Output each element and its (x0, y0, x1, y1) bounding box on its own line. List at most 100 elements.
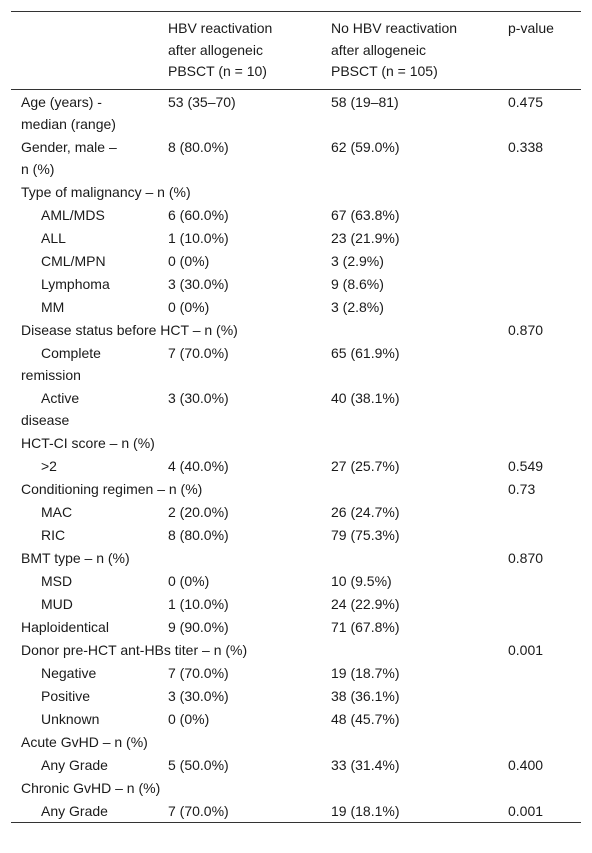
row-label: MAC (41, 503, 73, 520)
cell: 26 (24.7%) (331, 503, 400, 520)
cell: 1 (10.0%) (168, 229, 229, 246)
cell: 9 (90.0%) (168, 618, 229, 635)
table-row: MUD 1 (10.0%) 24 (22.9%) (11, 592, 581, 615)
row-label: Complete remission (21, 344, 101, 383)
table-row: Lymphoma 3 (30.0%) 9 (8.6%) (11, 272, 581, 295)
cell: 58 (19–81) (331, 93, 399, 110)
cell: 3 (30.0%) (168, 389, 229, 406)
cell: 65 (61.9%) (331, 344, 400, 361)
p-value: 0.73 (508, 480, 536, 497)
table-row: Conditioning regimen – n (%) 0.73 (11, 477, 581, 500)
cell (508, 592, 581, 615)
cell: 71 (67.8%) (331, 618, 400, 635)
row-label: Chronic GvHD – n (%) (21, 779, 161, 796)
cell (508, 226, 581, 249)
cell: 40 (38.1%) (331, 389, 400, 406)
table-row: CML/MPN 0 (0%) 3 (2.9%) (11, 249, 581, 272)
row-label: Positive (41, 687, 91, 704)
p-value: 0.549 (508, 457, 544, 474)
p-value: 0.475 (508, 93, 544, 110)
cell (508, 386, 581, 431)
row-label: HCT-CI score – n (%) (21, 434, 155, 451)
cell (508, 523, 581, 546)
row-label: >2 (41, 457, 57, 474)
p-value: 0.001 (508, 802, 544, 819)
cell: 7 (70.0%) (168, 664, 229, 681)
row-label: RIC (41, 526, 66, 543)
cell: 24 (22.9%) (331, 595, 400, 612)
row-label: Age (years) - median (range) (21, 93, 116, 132)
cell: 23 (21.9%) (331, 229, 400, 246)
cell (508, 661, 581, 684)
table-row: Unknown 0 (0%) 48 (45.7%) (11, 707, 581, 730)
row-label: ALL (41, 229, 66, 246)
row-label: Acute GvHD – n (%) (21, 733, 148, 750)
table-row: Positive 3 (30.0%) 38 (36.1%) (11, 684, 581, 707)
table-row: Donor pre-HCT ant-HBs titer – n (%) 0.001 (11, 638, 581, 661)
p-value: 0.870 (508, 321, 544, 338)
table-row: Active disease 3 (30.0%) 40 (38.1%) (11, 386, 581, 431)
cell (508, 569, 581, 592)
p-value: 0.400 (508, 756, 544, 773)
row-label: Any Grade (41, 802, 108, 819)
cell: 10 (9.5%) (331, 572, 392, 589)
p-value: 0.001 (508, 641, 544, 658)
row-label: Donor pre-HCT ant-HBs titer – n (%) (21, 641, 248, 658)
table-header: HBV reactivation after allogeneic PBSCT … (11, 11, 581, 90)
table-row: Any Grade 7 (70.0%) 19 (18.1%) 0.001 (11, 799, 581, 823)
row-label: Type of malignancy – n (%) (21, 183, 191, 200)
table-row: Gender, male – n (%) 8 (80.0%) 62 (59.0%) 0… (11, 135, 581, 180)
cell: 67 (63.8%) (331, 206, 400, 223)
cell: 5 (50.0%) (168, 756, 229, 773)
row-label: Negative (41, 664, 97, 681)
table-row: RIC 8 (80.0%) 79 (75.3%) (11, 523, 581, 546)
cell: 7 (70.0%) (168, 802, 229, 819)
cell: 62 (59.0%) (331, 138, 400, 155)
table-row: HCT-CI score – n (%) (11, 431, 581, 454)
cell: 48 (45.7%) (331, 710, 400, 727)
cell: 4 (40.0%) (168, 457, 229, 474)
cell: 19 (18.7%) (331, 664, 400, 681)
cell: 8 (80.0%) (168, 138, 229, 155)
table-row: Type of malignancy – n (%) (11, 180, 581, 203)
cell (508, 203, 581, 226)
table-row: >2 4 (40.0%) 27 (25.7%) 0.549 (11, 454, 581, 477)
cell: 6 (60.0%) (168, 206, 229, 223)
cell: 3 (30.0%) (168, 687, 229, 704)
cell: 19 (18.1%) (331, 802, 400, 819)
table-row: Negative 7 (70.0%) 19 (18.7%) (11, 661, 581, 684)
table-row: MM 0 (0%) 3 (2.8%) (11, 295, 581, 318)
header-cell: p-value (508, 11, 581, 90)
table-row: ALL 1 (10.0%) 23 (21.9%) (11, 226, 581, 249)
cell: 8 (80.0%) (168, 526, 229, 543)
cell (508, 707, 581, 730)
table-row: Chronic GvHD – n (%) (11, 776, 581, 799)
row-label: Unknown (41, 710, 100, 727)
table-row: BMT type – n (%) 0.870 (11, 546, 581, 569)
row-label: Any Grade (41, 756, 108, 773)
cell: 33 (31.4%) (331, 756, 400, 773)
cell: 1 (10.0%) (168, 595, 229, 612)
cell (508, 249, 581, 272)
cell (508, 684, 581, 707)
row-label: Active disease (21, 389, 80, 428)
cell: 0 (0%) (168, 710, 210, 727)
cell: 3 (2.9%) (331, 252, 384, 269)
header-cell: No HBV reactivation after allogeneic PBS… (331, 11, 508, 90)
cell (508, 295, 581, 318)
row-label: CML/MPN (41, 252, 106, 269)
cell: 27 (25.7%) (331, 457, 400, 474)
cell (508, 615, 581, 638)
row-label: BMT type – n (%) (21, 549, 130, 566)
cell: 38 (36.1%) (331, 687, 400, 704)
cell: 53 (35–70) (168, 93, 236, 110)
cell: 2 (20.0%) (168, 503, 229, 520)
cell: 0 (0%) (168, 298, 210, 315)
table-row: Complete remission 7 (70.0%) 65 (61.9%) (11, 341, 581, 386)
cell: 0 (0%) (168, 572, 210, 589)
cell (508, 272, 581, 295)
row-label: MM (41, 298, 65, 315)
row-label: Lymphoma (41, 275, 110, 292)
table-row: Haploidentical 9 (90.0%) 71 (67.8%) (11, 615, 581, 638)
